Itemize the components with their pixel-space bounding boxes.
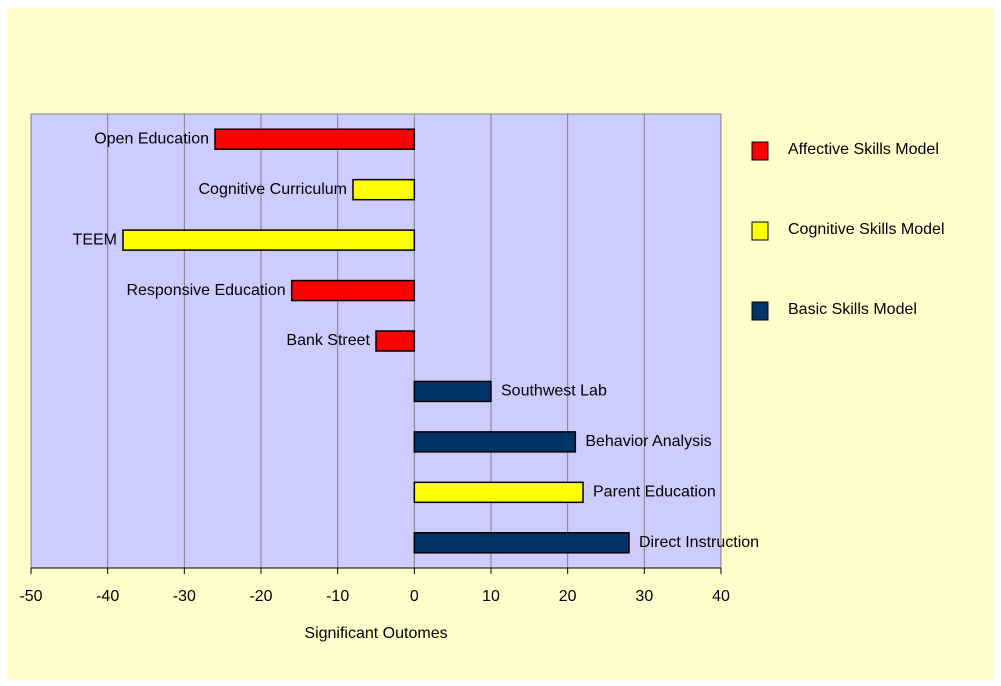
legend-label: Basic Skills Model: [788, 301, 917, 318]
category-label: Parent Education: [593, 484, 716, 501]
legend-swatch: [751, 221, 769, 241]
x-tick-label: 10: [482, 588, 500, 605]
legend-swatch: [751, 301, 769, 321]
x-tick-label: 40: [712, 588, 730, 605]
x-axis-title: Significant Outomes: [304, 625, 447, 642]
bar: [214, 128, 416, 150]
legend-swatch: [751, 141, 769, 161]
x-tick-label: -20: [249, 588, 272, 605]
bar: [413, 431, 577, 453]
x-tick-label: 0: [410, 588, 419, 605]
legend-label: Cognitive Skills Model: [788, 221, 945, 238]
category-label: Cognitive Curriculum: [199, 181, 348, 198]
bar: [375, 330, 416, 352]
x-tick-label: -10: [326, 588, 349, 605]
category-label: TEEM: [73, 231, 117, 248]
bar: [413, 380, 492, 403]
category-label: Behavior Analysis: [585, 433, 711, 450]
category-label: Open Education: [94, 130, 209, 147]
bar: [122, 229, 416, 251]
category-label: Southwest Lab: [501, 383, 607, 400]
x-tick-label: -40: [96, 588, 119, 605]
x-tick-label: -50: [19, 588, 42, 605]
x-tick-label: 30: [635, 588, 653, 605]
x-tick-label: -30: [173, 588, 196, 605]
bar: [413, 481, 584, 504]
bar: [413, 532, 630, 554]
x-tick-label: 20: [559, 588, 577, 605]
category-label: Responsive Education: [126, 282, 285, 299]
legend-label: Affective Skills Model: [788, 141, 939, 158]
bar: [290, 279, 416, 302]
category-label: Bank Street: [286, 332, 370, 349]
category-label: Direct Instruction: [639, 534, 759, 551]
bar: [352, 178, 416, 201]
